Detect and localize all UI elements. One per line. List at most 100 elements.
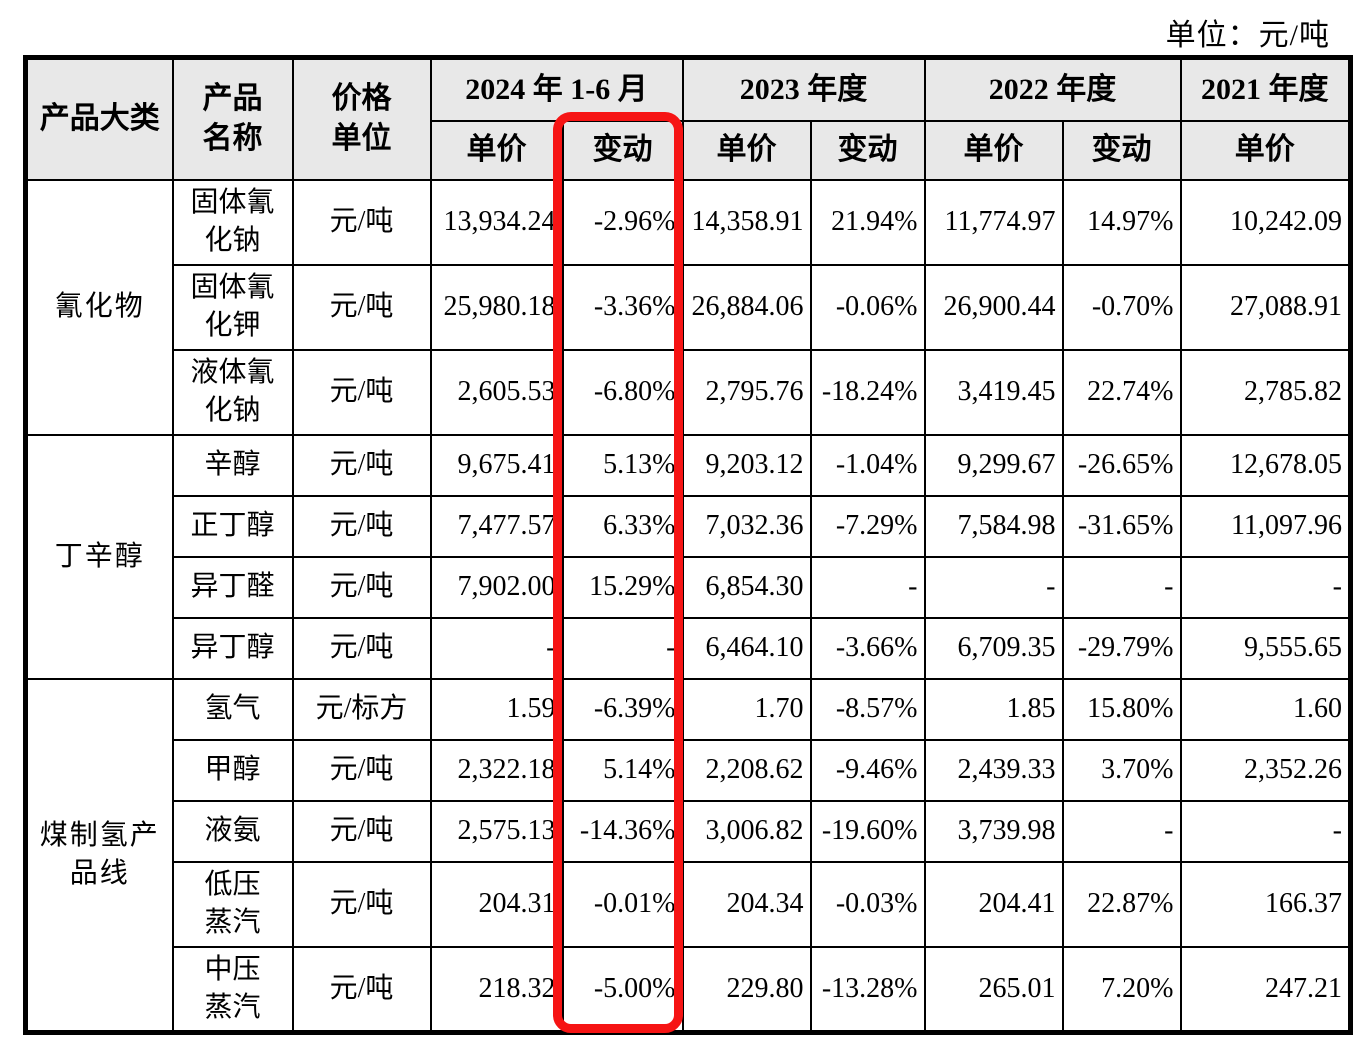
value-cell: 2,352.26 [1179,738,1352,802]
value-cell: -1.04% [809,433,926,497]
value-cell: 204.31 [429,860,564,948]
value-cell: 166.37 [1179,860,1352,948]
header-change-2023: 变动 [809,119,926,181]
price-unit-cell: 元/吨 [291,263,432,351]
value-cell: -3.36% [561,263,684,351]
price-unit-cell: 元/吨 [291,738,432,802]
value-cell: - [1061,799,1182,863]
value-cell: 204.34 [681,860,812,948]
value-cell: - [923,555,1064,619]
price-unit-cell: 元/吨 [291,799,432,863]
header-price-unit: 价格 单位 [291,56,432,181]
header-change-2024: 变动 [561,119,684,181]
value-cell: 7,032.36 [681,494,812,558]
value-cell: 7,902.00 [429,555,564,619]
value-cell: -3.66% [809,616,926,680]
value-cell: 9,675.41 [429,433,564,497]
value-cell: 6.33% [561,494,684,558]
value-cell: -0.03% [809,860,926,948]
price-unit-cell: 元/标方 [291,677,432,741]
value-cell: 1.59 [429,677,564,741]
value-cell: -13.28% [809,945,926,1034]
value-cell: 218.32 [429,945,564,1034]
table-row: 液体氰 化钠 元/吨 2,605.53 -6.80% 2,795.76 -18.… [26,348,1352,436]
value-cell: -26.65% [1061,433,1182,497]
product-name-cell: 液氨 [171,799,294,863]
value-cell: -0.06% [809,263,926,351]
table-row: 丁辛醇 辛醇 元/吨 9,675.41 5.13% 9,203.12 -1.04… [24,433,1352,680]
value-cell: 2,795.76 [681,348,812,436]
value-cell: 12,678.05 [1179,433,1352,497]
value-cell: 14.97% [1061,178,1182,266]
value-cell: -2.96% [561,178,684,266]
value-cell: 247.21 [1179,945,1352,1034]
value-cell: -31.65% [1061,494,1182,558]
value-cell: 6,854.30 [681,555,812,619]
header-unit-price-2021: 单价 [1179,119,1352,181]
value-cell: -29.79% [1061,616,1182,680]
table-row: 异丁醛 元/吨 7,902.00 15.29% 6,854.30 - - - - [26,555,1352,619]
value-cell: -0.70% [1061,263,1182,351]
price-unit-cell: 元/吨 [291,494,432,558]
value-cell: 3.70% [1061,738,1182,802]
group-cell-butanol-octanol: 丁辛醇 [24,433,174,680]
value-cell: 229.80 [681,945,812,1034]
header-period-2024: 2024 年 1-6 月 [429,56,684,122]
product-name-cell: 低压 蒸汽 [171,860,294,948]
unit-label: 单位：元/吨 [1165,19,1330,52]
value-cell: 2,322.18 [429,738,564,802]
price-unit-cell: 元/吨 [291,433,432,497]
table-row: 氰化物 固体氰 化钠 元/吨 13,934.24 -2.96% 14,358.9… [24,178,1352,436]
value-cell: 9,203.12 [681,433,812,497]
value-cell: 22.74% [1061,348,1182,436]
value-cell: - [1179,555,1352,619]
value-cell: 3,419.45 [923,348,1064,436]
product-name-cell: 固体氰 化钠 [171,178,294,266]
value-cell: -0.01% [561,860,684,948]
value-cell: -19.60% [809,799,926,863]
header-row-periods: 产品大类 产品 名称 价格 单位 2024 年 1-6 月 2023 年度 20… [24,56,1352,181]
table-row: 固体氰 化钾 元/吨 25,980.18 -3.36% 26,884.06 -0… [26,263,1352,351]
price-unit-cell: 元/吨 [291,348,432,436]
price-unit-cell: 元/吨 [291,860,432,948]
header-unit-price-2022: 单价 [923,119,1064,181]
product-name-cell: 异丁醇 [171,616,294,680]
value-cell: 2,439.33 [923,738,1064,802]
value-cell: 26,884.06 [681,263,812,351]
product-name-cell: 氢气 [171,677,294,741]
value-cell: 15.29% [561,555,684,619]
value-cell: 5.13% [561,433,684,497]
price-unit-cell: 元/吨 [291,555,432,619]
header-row-subcolumns: 单价 变动 单价 变动 单价 变动 单价 [26,119,1352,181]
table-row: 中压 蒸汽 元/吨 218.32 -5.00% 229.80 -13.28% 2… [26,945,1352,1034]
value-cell: 6,464.10 [681,616,812,680]
group-cell-cyanide: 氰化物 [24,178,174,436]
product-name-cell: 甲醇 [171,738,294,802]
value-cell: 1.70 [681,677,812,741]
value-cell: 10,242.09 [1179,178,1352,266]
value-cell: 27,088.91 [1179,263,1352,351]
value-cell: - [429,616,564,680]
value-cell: -7.29% [809,494,926,558]
value-cell: 2,785.82 [1179,348,1352,436]
value-cell: 15.80% [1061,677,1182,741]
value-cell: 22.87% [1061,860,1182,948]
table-row: 正丁醇 元/吨 7,477.57 6.33% 7,032.36 -7.29% 7… [26,494,1352,558]
value-cell: 9,555.65 [1179,616,1352,680]
value-cell: 11,774.97 [923,178,1064,266]
value-cell: 7,584.98 [923,494,1064,558]
value-cell: -14.36% [561,799,684,863]
price-table: 产品大类 产品 名称 价格 单位 2024 年 1-6 月 2023 年度 20… [23,55,1353,1035]
value-cell: 11,097.96 [1179,494,1352,558]
header-product-category: 产品大类 [24,56,174,181]
value-cell: -9.46% [809,738,926,802]
header-period-2021: 2021 年度 [1179,56,1352,122]
value-cell: 14,358.91 [681,178,812,266]
value-cell: 7.20% [1061,945,1182,1034]
value-cell: - [809,555,926,619]
value-cell: 9,299.67 [923,433,1064,497]
value-cell: 21.94% [809,178,926,266]
value-cell: -5.00% [561,945,684,1034]
value-cell: 7,477.57 [429,494,564,558]
